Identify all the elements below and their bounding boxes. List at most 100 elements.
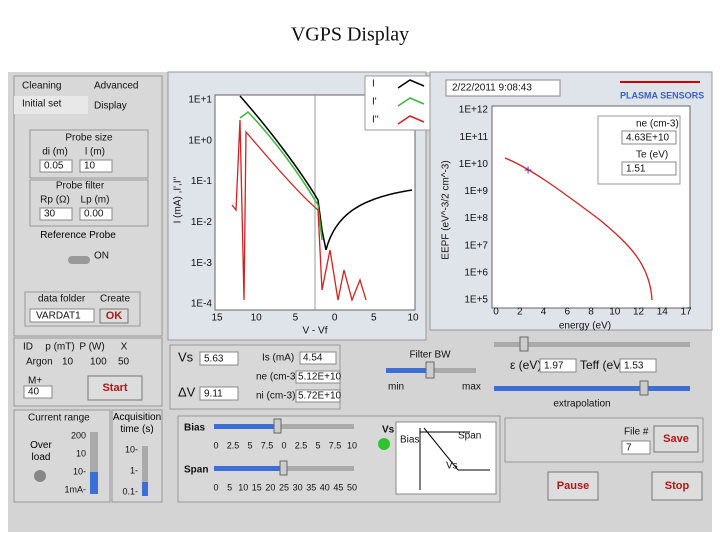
legend-label: I'': [372, 115, 379, 126]
tick-label: 35: [306, 482, 316, 492]
slider-thumb[interactable]: [273, 418, 282, 434]
value: 1.51: [626, 164, 646, 175]
tick-label: 7.5: [261, 440, 274, 450]
value: 50: [118, 357, 130, 368]
tab-label[interactable]: Advanced: [94, 81, 138, 92]
y-tick-label: 1E+11: [460, 132, 489, 143]
window-title: VGPS Display: [291, 24, 409, 46]
tab[interactable]: [14, 96, 88, 114]
indicator: [295, 389, 341, 403]
input[interactable]: [79, 207, 113, 221]
slider-fill: [214, 466, 282, 471]
path-field[interactable]: [29, 308, 95, 323]
x-tick-label: 12: [633, 307, 645, 318]
input[interactable]: [39, 159, 73, 173]
toggle-state: ON: [94, 251, 109, 262]
label: Over load: [30, 440, 52, 463]
button-label[interactable]: Pause: [557, 480, 589, 492]
slider[interactable]: [494, 342, 690, 347]
value: 5.72E+10: [298, 391, 342, 402]
label: Rp (Ω): [40, 195, 70, 206]
tick-label: 5: [227, 482, 232, 492]
slider[interactable]: [214, 424, 354, 429]
button[interactable]: [547, 471, 599, 501]
tick-label: 1mA-: [64, 484, 86, 494]
tab-label[interactable]: Display: [94, 101, 127, 112]
slider[interactable]: [494, 386, 690, 391]
button[interactable]: [87, 375, 143, 401]
slider[interactable]: [90, 432, 98, 494]
slider-thumb[interactable]: [519, 336, 529, 352]
slider-fill: [142, 482, 148, 496]
indicator: [621, 440, 651, 455]
tick-label: 7.5: [329, 440, 342, 450]
tick-label: 15: [252, 482, 262, 492]
indicator: [539, 358, 577, 373]
tab-label[interactable]: Initial set: [22, 99, 62, 110]
tab-label[interactable]: Cleaning: [22, 81, 61, 92]
value: 1.53: [624, 361, 644, 372]
indicator: [621, 130, 677, 145]
value: 1.97: [544, 361, 564, 372]
slider-thumb[interactable]: [279, 460, 288, 476]
link[interactable]: Create: [100, 294, 130, 305]
button-label[interactable]: Save: [663, 433, 689, 445]
button[interactable]: [651, 471, 703, 501]
timestamp: 2/22/2011 9:08:43: [452, 83, 532, 94]
y-axis-label: EEPF (eV^-3/2 cm^-3): [441, 160, 452, 259]
x-tick-label: 6: [564, 307, 570, 318]
slider[interactable]: [142, 446, 148, 496]
x-tick-label: 0: [332, 313, 338, 324]
column-header: p (mT): [45, 342, 74, 353]
tick-label: 10-: [125, 444, 138, 454]
input[interactable]: [79, 159, 113, 173]
button[interactable]: [99, 308, 129, 324]
tick-label: 50: [347, 482, 357, 492]
led: [34, 470, 46, 482]
legend-swatch: [397, 79, 425, 89]
tick-label: 0: [213, 440, 218, 450]
x-tick-label: 14: [657, 307, 669, 318]
tick-label: 10: [347, 440, 357, 450]
input[interactable]: [23, 385, 53, 399]
button[interactable]: [653, 425, 699, 453]
slider-fill: [90, 472, 98, 494]
input[interactable]: [39, 207, 73, 221]
led: [378, 438, 390, 450]
y-tick-label: 1E+1: [188, 95, 212, 106]
button-label[interactable]: Start: [102, 382, 127, 394]
tick-label: 0: [213, 482, 218, 492]
curve-eepf: [504, 157, 653, 301]
slider-thumb[interactable]: [425, 361, 435, 379]
value: 10: [84, 161, 96, 172]
tick-label: 45: [333, 482, 343, 492]
button-label[interactable]: OK: [106, 310, 123, 322]
label: Acquisition time (s): [112, 412, 162, 435]
legend-swatch: [397, 97, 425, 107]
y-tick-label: 1E+12: [459, 105, 489, 116]
button-label[interactable]: Stop: [665, 480, 690, 492]
label: ne (cm-3): [256, 372, 299, 383]
tick-label: 5: [315, 440, 320, 450]
acq-panel: [111, 409, 163, 503]
tick-label: 2.5: [295, 440, 308, 450]
label: max: [462, 382, 481, 393]
label-box: Acquisition time (s): [112, 412, 162, 435]
brand: PLASMA SENSORS: [620, 90, 704, 100]
value: 100: [90, 357, 107, 368]
x-tick-label: 8: [588, 307, 594, 318]
label: ΔV: [178, 384, 196, 399]
indicator: [619, 358, 657, 373]
legend-label: I: [372, 79, 375, 90]
toggle[interactable]: [68, 256, 90, 264]
indicator: [199, 386, 239, 401]
y-tick-label: 1E-3: [191, 258, 213, 269]
value: 30: [44, 209, 56, 220]
label: Span: [184, 465, 208, 476]
slider-thumb[interactable]: [639, 380, 649, 396]
tick-label: 10: [238, 482, 248, 492]
label: extrapolation: [553, 399, 610, 410]
x-tick-label: 5: [293, 313, 299, 324]
label: Filter BW: [409, 350, 451, 361]
path: VARDAT1: [36, 311, 81, 322]
